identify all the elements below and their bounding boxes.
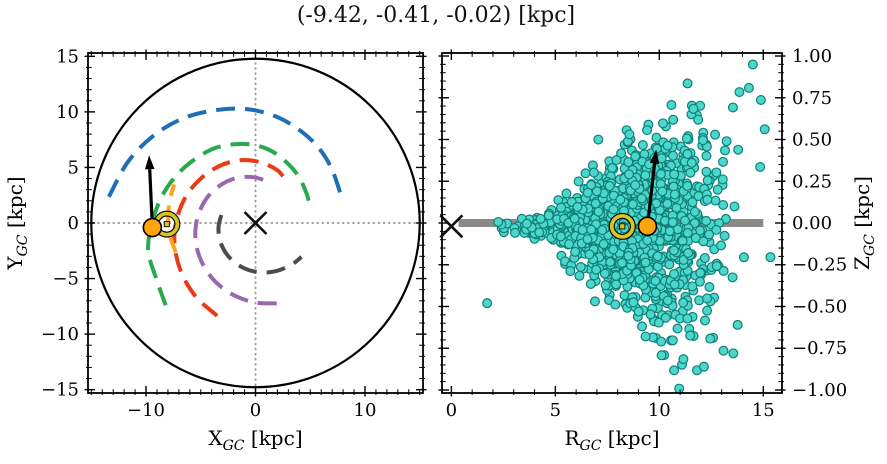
object-marker xyxy=(637,216,658,237)
velocity-arrow xyxy=(645,149,660,227)
rz-ylabel-sub: GC xyxy=(862,234,878,257)
xy-ylabel-unit: [kpc] xyxy=(3,176,27,235)
rz-x-tick-label: 0 xyxy=(446,400,457,421)
rz-ylabel-base: Z xyxy=(850,256,874,270)
xy-xlabel-sub: GC xyxy=(222,438,245,454)
xy-x-tick-label: 10 xyxy=(354,400,377,421)
rz-y-tick-label: 0.50 xyxy=(792,130,832,151)
rz-xlabel-base: R xyxy=(564,426,580,450)
velocity-arrow xyxy=(144,155,155,228)
rz-x-tick-label: 10 xyxy=(648,400,671,421)
rz-y-tick-label: −0.25 xyxy=(792,255,847,276)
spiral-local-arm-orange xyxy=(166,183,178,254)
spiral-outer-arm-blue xyxy=(107,106,344,198)
rz-x-axis-label: RGC [kpc] xyxy=(442,426,782,454)
rz-x-tick-label: 5 xyxy=(550,400,561,421)
xy-ticks xyxy=(84,49,427,397)
rz-xlabel-sub: GC xyxy=(579,438,602,454)
rz-y-tick-label: 0.00 xyxy=(792,213,832,234)
rz-xlabel-unit: [kpc] xyxy=(601,426,660,450)
xy-x-tick-label: −10 xyxy=(127,400,165,421)
figure-title: (-9.42, -0.41, -0.02) [kpc] xyxy=(296,3,576,28)
sun-marker xyxy=(608,212,636,240)
rz-y-tick-label: 0.75 xyxy=(792,88,832,109)
rz-ylabel-unit: [kpc] xyxy=(850,176,874,235)
xy-xlabel-unit: [kpc] xyxy=(244,426,303,450)
xy-y-tick-label: 0 xyxy=(68,213,79,234)
spiral-arm-gray xyxy=(216,214,303,275)
rz-y-tick-label: 0.25 xyxy=(792,171,832,192)
object-marker xyxy=(142,217,163,238)
spiral-arm-purple xyxy=(193,174,277,306)
rz-y-tick-label: −0.50 xyxy=(792,296,847,317)
rz-panel: 0 5 10 15 1.00 0.75 0.50 0.25 0.00 −0.25 −0.50 −0.7… xyxy=(438,46,847,421)
rz-y-tick-label: −1.00 xyxy=(792,380,847,401)
xy-y-tick-label: 5 xyxy=(68,157,79,178)
xy-y-tick-label: −5 xyxy=(52,269,79,290)
xy-x-axis-label: XGC [kpc] xyxy=(88,426,423,454)
rz-y-tick-label: −0.75 xyxy=(792,338,847,359)
rz-x-tick-label: 15 xyxy=(752,400,775,421)
rz-y-tick-label: 1.00 xyxy=(792,46,832,67)
xy-y-tick-label: −15 xyxy=(41,380,79,401)
spiral-arm-red xyxy=(172,158,285,318)
rz-ticks xyxy=(438,49,786,397)
xy-y-tick-label: 10 xyxy=(56,102,79,123)
xy-ylabel-sub: GC xyxy=(15,234,31,257)
spiral-arm-green xyxy=(146,141,311,306)
xy-y-tick-label: 15 xyxy=(56,46,79,67)
xy-x-tick-label: 0 xyxy=(250,400,261,421)
xy-y-tick-label: −10 xyxy=(41,324,79,345)
xy-panel: −10 0 10 15 10 5 0 −5 −10 −15 xyxy=(41,46,427,421)
xy-xlabel-base: X xyxy=(208,426,223,450)
xy-ylabel-base: Y xyxy=(3,256,27,270)
